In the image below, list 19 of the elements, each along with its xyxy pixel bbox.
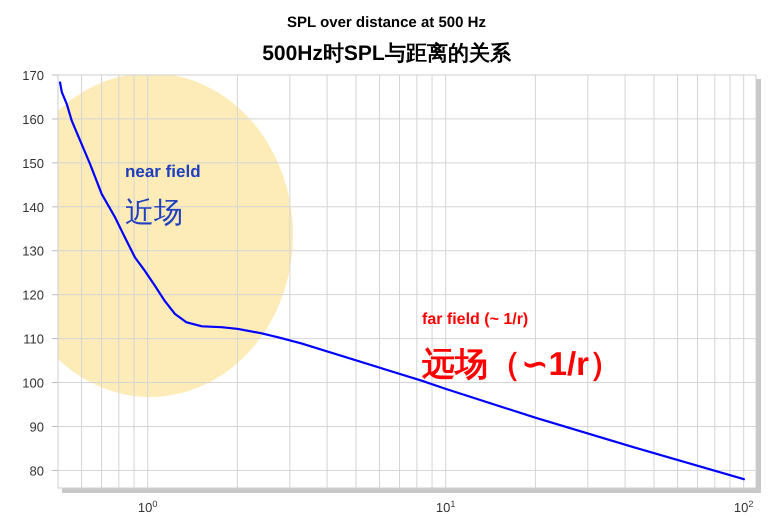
chart-title: SPL over distance at 500 Hz xyxy=(287,14,486,31)
y-tick-label: 140 xyxy=(22,200,44,215)
y-tick-label: 150 xyxy=(22,156,44,171)
y-tick-label: 170 xyxy=(22,68,44,83)
annotation: 远场（∽1/r） xyxy=(422,345,622,382)
y-tick-label: 80 xyxy=(30,463,44,478)
annotation: far field (~ 1/r) xyxy=(422,311,528,328)
y-tick-label: 120 xyxy=(22,288,44,303)
chart-subtitle: 500Hz时SPL与距离的关系 xyxy=(262,41,512,65)
y-tick-label: 100 xyxy=(22,376,44,391)
annotation: 近场 xyxy=(125,197,183,229)
x-tick-label: 10$^{0}$ xyxy=(138,499,158,515)
x-tick-label: 10$^{1}$ xyxy=(436,499,456,515)
y-tick-label: 160 xyxy=(22,112,44,127)
y-tick-label: 130 xyxy=(22,244,44,259)
y-tick-label: 90 xyxy=(30,419,44,434)
y-tick-label: 110 xyxy=(23,332,44,347)
annotation: near field xyxy=(125,162,201,181)
x-tick-label: 10$^{2}$ xyxy=(734,499,754,515)
